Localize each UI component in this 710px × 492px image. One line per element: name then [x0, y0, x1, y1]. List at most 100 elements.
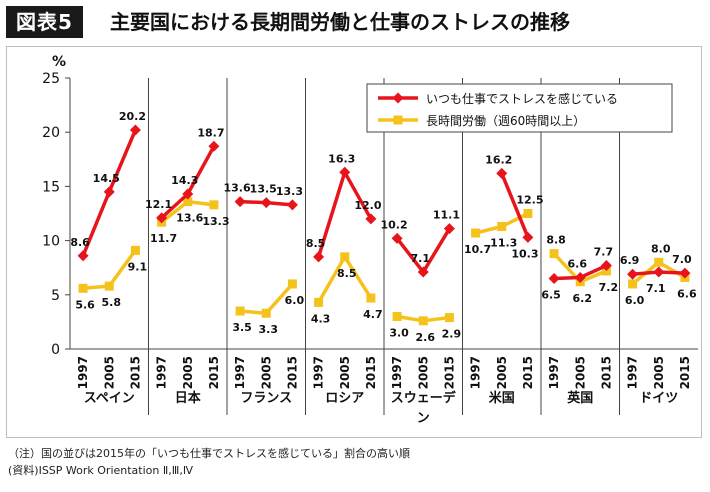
hours-data-label: 3.5 [232, 321, 252, 334]
x-tick-label: 2005 [259, 356, 273, 389]
y-tick-label: 5 [51, 288, 60, 304]
legend-box [366, 83, 673, 133]
stress-series-point [574, 271, 586, 283]
stress-series-point [103, 186, 115, 198]
stress-data-label: 8.5 [306, 237, 326, 250]
stress-data-label: 7.0 [672, 253, 692, 266]
x-tick-label: 2005 [573, 356, 587, 389]
stress-data-label: 7.1 [646, 282, 666, 295]
hours-data-label: 7.2 [599, 281, 619, 294]
notes: （注）国の並びは2015年の「いつも仕事でストレスを感じている」割合の高い順 (… [8, 445, 410, 479]
group-label: 英国 [566, 390, 593, 406]
hours-series-point [314, 297, 324, 307]
y-tick-label: 20 [42, 125, 60, 141]
stress-series-point [208, 140, 220, 152]
stress-series-point [339, 166, 351, 178]
x-tick-label: 1997 [469, 356, 483, 389]
hours-series-point [497, 222, 507, 232]
group-label: ロシア [325, 391, 364, 406]
x-tick-label: 2005 [652, 356, 666, 389]
x-tick-label: 2015 [521, 356, 535, 389]
y-axis-unit: % [52, 54, 66, 70]
stress-series-point [653, 266, 665, 278]
stress-data-label: 16.3 [328, 152, 355, 165]
legend-stress-label: いつも仕事でストレスを感じている [426, 91, 618, 106]
hours-series-point [209, 200, 219, 210]
y-tick-label: 15 [42, 179, 60, 195]
x-tick-label: 2015 [599, 356, 613, 389]
x-tick-label: 2005 [495, 356, 509, 389]
stress-series-line [500, 172, 530, 239]
stress-series-point [522, 231, 534, 243]
chart-frame [6, 46, 702, 438]
hours-series-point [130, 245, 140, 255]
stress-data-label: 10.2 [381, 218, 408, 231]
x-tick-label: 2015 [364, 356, 378, 389]
hours-data-label: 3.3 [259, 323, 279, 336]
stress-data-label: 10.3 [511, 247, 538, 260]
x-tick-label: 2005 [338, 356, 352, 389]
stress-series-point [365, 213, 377, 225]
stress-data-label: 18.7 [197, 126, 224, 139]
hours-data-label: 11.3 [490, 237, 517, 250]
group-label: フランス [240, 391, 292, 406]
hours-data-label: 2.9 [442, 328, 462, 341]
stress-data-label: 12.0 [354, 199, 381, 212]
hours-data-label: 4.3 [311, 312, 331, 325]
hours-data-label: 2.6 [416, 331, 436, 344]
stress-data-label: 13.6 [224, 182, 251, 195]
x-tick-label: 1997 [547, 356, 561, 389]
stress-series-line [316, 170, 373, 258]
stress-series-point [417, 266, 429, 278]
stress-data-label: 13.5 [250, 183, 277, 196]
x-tick-label: 2005 [102, 356, 116, 389]
stress-data-label: 11.1 [433, 209, 460, 222]
stress-series-point [129, 124, 141, 136]
x-tick-label: 2005 [181, 356, 195, 389]
hours-data-label: 8.8 [546, 234, 566, 247]
hours-data-label: 12.5 [516, 194, 543, 207]
stress-series-point [182, 188, 194, 200]
hours-series-point [418, 316, 428, 326]
stress-series-point [77, 250, 89, 262]
stress-data-label: 8.6 [70, 236, 90, 249]
legend-hours-marker [393, 115, 403, 125]
hours-data-label: 6.6 [677, 287, 697, 300]
hours-data-label: 11.7 [150, 232, 177, 245]
x-tick-label: 2015 [285, 356, 299, 389]
chart-title: 主要国における長期間労働と仕事のストレスの推移 [110, 10, 570, 34]
stress-data-label: 12.1 [145, 198, 172, 211]
group-label: スペイン [84, 391, 135, 406]
group-label: ドイツ [639, 391, 678, 406]
stress-data-label: 20.2 [119, 110, 146, 123]
figure-badge: 図表5 [6, 6, 83, 38]
x-tick-label: 2015 [128, 356, 142, 389]
hours-data-label: 10.7 [464, 243, 491, 256]
hours-series-point [104, 281, 114, 291]
x-tick-label: 1997 [626, 356, 640, 389]
hours-data-label: 9.1 [128, 260, 148, 273]
stress-data-label: 14.3 [171, 174, 198, 187]
stress-series-point [548, 273, 560, 285]
stress-data-label: 16.2 [485, 153, 512, 166]
hours-series-point [523, 209, 533, 218]
stress-series-point [260, 197, 272, 209]
legend-stress-marker [392, 92, 404, 104]
legend-hours-label: 長時間労働（週60時間以上） [426, 114, 585, 128]
stress-series-line [395, 227, 451, 274]
hours-data-label: 3.0 [389, 326, 409, 339]
y-tick-label: 0 [51, 342, 60, 358]
hours-data-label: 5.8 [102, 296, 122, 309]
hours-series-point [549, 249, 559, 259]
stress-data-label: 6.9 [620, 254, 640, 267]
x-tick-label: 2015 [442, 356, 456, 389]
stress-data-label: 7.7 [594, 246, 614, 259]
hours-series-point [287, 279, 297, 289]
hours-series-point [183, 197, 193, 207]
x-tick-label: 1997 [390, 356, 404, 389]
hours-series-point [78, 283, 88, 293]
stress-series-point [627, 268, 639, 280]
stress-data-label: 7.1 [411, 252, 431, 265]
hours-data-label: 6.0 [625, 294, 645, 307]
